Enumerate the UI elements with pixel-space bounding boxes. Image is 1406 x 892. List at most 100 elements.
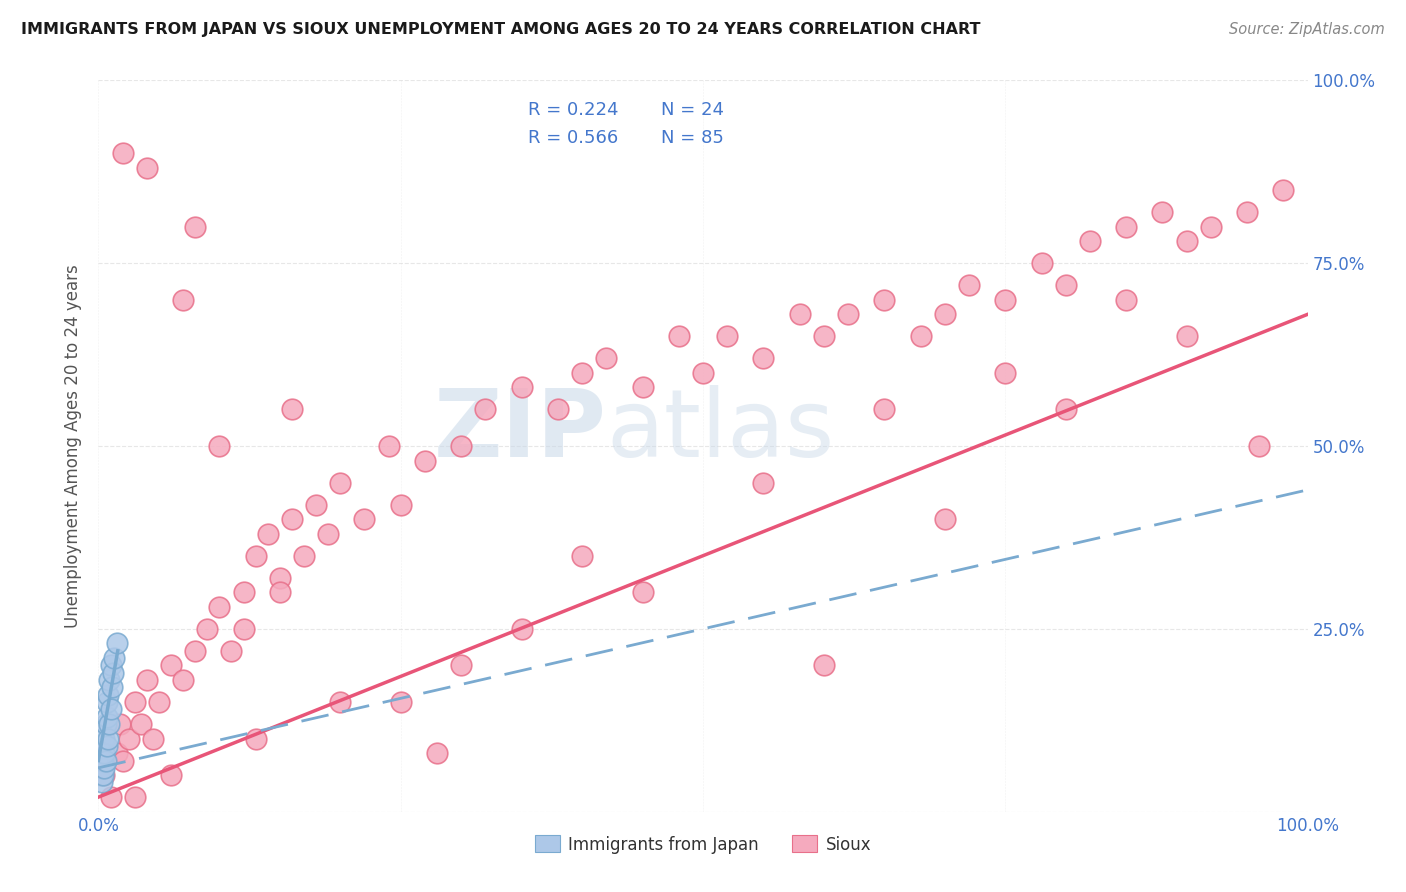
Text: R = 0.566: R = 0.566 bbox=[527, 128, 617, 146]
Point bbox=[91, 768, 114, 782]
Point bbox=[256, 526, 278, 541]
Point bbox=[93, 731, 115, 746]
Point bbox=[96, 739, 118, 753]
Text: N = 24: N = 24 bbox=[661, 101, 724, 119]
Point bbox=[105, 746, 128, 760]
Point bbox=[813, 329, 835, 343]
Point bbox=[994, 366, 1017, 380]
Point bbox=[934, 307, 956, 321]
Point bbox=[547, 402, 569, 417]
Point bbox=[292, 549, 315, 563]
Point bbox=[269, 571, 291, 585]
Point bbox=[450, 439, 472, 453]
Point bbox=[1249, 439, 1271, 453]
Text: N = 85: N = 85 bbox=[661, 128, 724, 146]
Point bbox=[160, 768, 183, 782]
Point bbox=[184, 219, 207, 234]
Point bbox=[124, 695, 146, 709]
Point bbox=[94, 754, 117, 768]
Point bbox=[510, 380, 533, 394]
Text: atlas: atlas bbox=[606, 385, 835, 477]
Point bbox=[1115, 293, 1137, 307]
Point bbox=[108, 717, 131, 731]
Point bbox=[269, 585, 291, 599]
Point bbox=[111, 754, 134, 768]
Point bbox=[571, 549, 593, 563]
Point bbox=[389, 498, 412, 512]
Point bbox=[692, 366, 714, 380]
Point bbox=[837, 307, 859, 321]
Point bbox=[91, 754, 114, 768]
Point bbox=[631, 585, 654, 599]
Point bbox=[789, 307, 811, 321]
Point bbox=[90, 768, 112, 782]
Point bbox=[96, 709, 118, 723]
Point bbox=[281, 402, 304, 417]
Point bbox=[148, 695, 170, 709]
Point bbox=[100, 702, 122, 716]
Point bbox=[172, 673, 194, 687]
Y-axis label: Unemployment Among Ages 20 to 24 years: Unemployment Among Ages 20 to 24 years bbox=[65, 264, 83, 628]
Point bbox=[184, 644, 207, 658]
Text: R = 0.224: R = 0.224 bbox=[527, 101, 619, 119]
Point bbox=[413, 453, 436, 467]
Point bbox=[1272, 183, 1295, 197]
Text: ZIP: ZIP bbox=[433, 385, 606, 477]
Point bbox=[93, 746, 115, 760]
Legend: Immigrants from Japan, Sioux: Immigrants from Japan, Sioux bbox=[526, 827, 880, 862]
Point bbox=[160, 658, 183, 673]
Point bbox=[752, 475, 775, 490]
Point bbox=[910, 329, 932, 343]
Point bbox=[353, 512, 375, 526]
Point bbox=[305, 498, 328, 512]
Text: IMMIGRANTS FROM JAPAN VS SIOUX UNEMPLOYMENT AMONG AGES 20 TO 24 YEARS CORRELATIO: IMMIGRANTS FROM JAPAN VS SIOUX UNEMPLOYM… bbox=[21, 22, 980, 37]
Point bbox=[97, 731, 120, 746]
Point bbox=[873, 293, 896, 307]
Point bbox=[510, 622, 533, 636]
Point bbox=[103, 651, 125, 665]
Point bbox=[450, 658, 472, 673]
Point bbox=[129, 717, 152, 731]
Point bbox=[426, 746, 449, 760]
Point bbox=[752, 351, 775, 366]
Point bbox=[389, 695, 412, 709]
Point bbox=[329, 475, 352, 490]
Point bbox=[100, 790, 122, 805]
Point bbox=[1078, 234, 1101, 248]
Point bbox=[208, 439, 231, 453]
Point bbox=[329, 695, 352, 709]
Point bbox=[1054, 278, 1077, 293]
Point bbox=[571, 366, 593, 380]
Point bbox=[124, 790, 146, 805]
Point bbox=[377, 439, 399, 453]
Point bbox=[208, 599, 231, 614]
Point bbox=[98, 717, 121, 731]
Point bbox=[245, 731, 267, 746]
Point bbox=[595, 351, 617, 366]
Point bbox=[98, 673, 121, 687]
Point bbox=[1115, 219, 1137, 234]
Point bbox=[195, 622, 218, 636]
Point bbox=[474, 402, 496, 417]
Point bbox=[813, 658, 835, 673]
Point bbox=[221, 644, 243, 658]
Point bbox=[1236, 205, 1258, 219]
Point bbox=[101, 665, 124, 680]
Point bbox=[245, 549, 267, 563]
Point bbox=[93, 761, 115, 775]
Point bbox=[934, 512, 956, 526]
Point bbox=[1152, 205, 1174, 219]
Point bbox=[1199, 219, 1222, 234]
Point bbox=[94, 717, 117, 731]
Text: Source: ZipAtlas.com: Source: ZipAtlas.com bbox=[1229, 22, 1385, 37]
Point bbox=[142, 731, 165, 746]
Point bbox=[316, 526, 339, 541]
Point bbox=[96, 695, 118, 709]
Point bbox=[1175, 329, 1198, 343]
Point bbox=[172, 293, 194, 307]
Point bbox=[716, 329, 738, 343]
Point bbox=[135, 161, 157, 175]
Point bbox=[111, 146, 134, 161]
Point bbox=[994, 293, 1017, 307]
Point bbox=[93, 768, 115, 782]
